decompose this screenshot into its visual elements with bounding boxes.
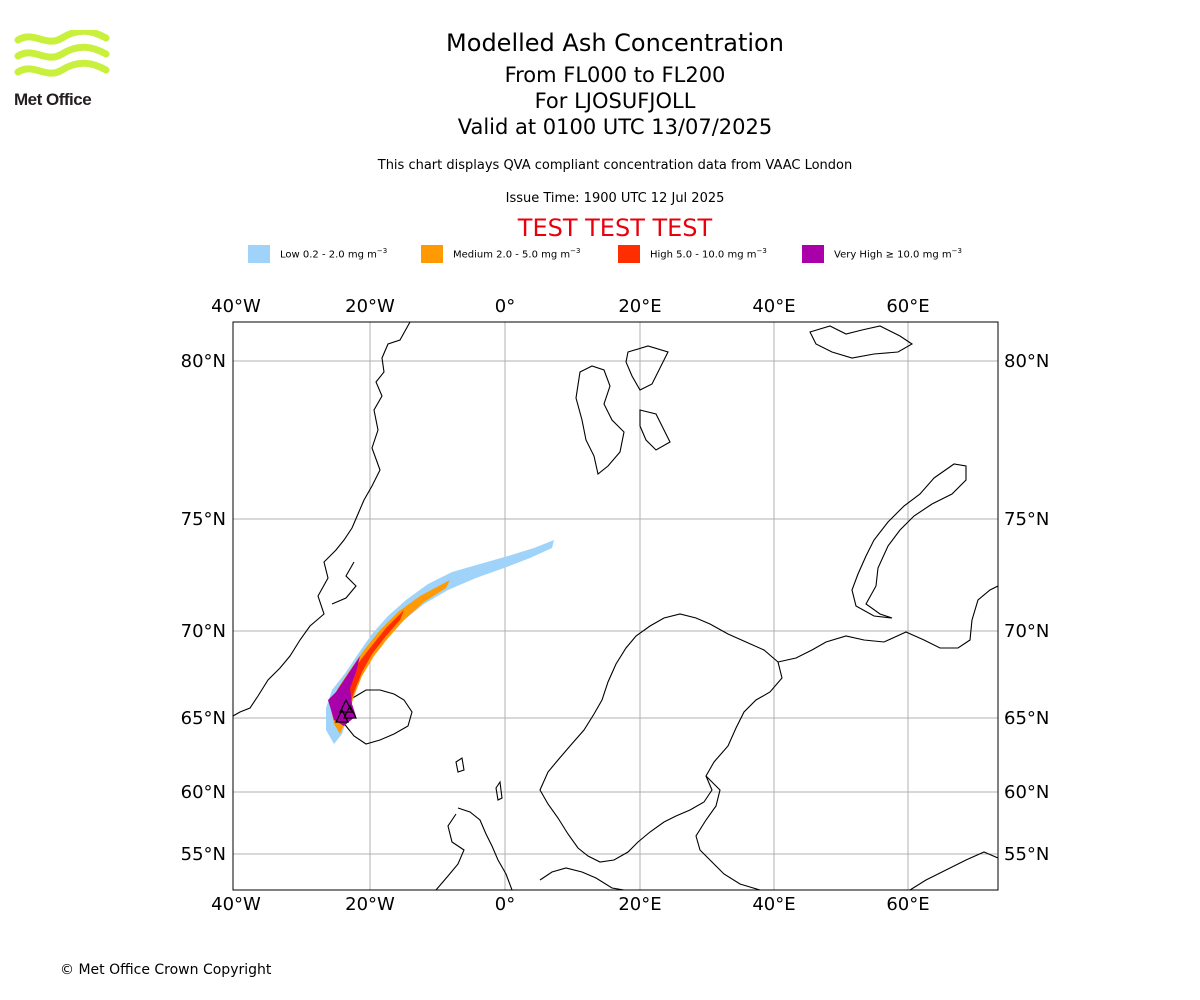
lat-label-left: 55°N (181, 844, 226, 865)
coastlines (232, 321, 999, 891)
lat-label-left: 80°N (181, 351, 226, 372)
lon-label-top: 20°W (345, 296, 395, 317)
lon-label-bottom: 40°E (752, 894, 795, 915)
lat-label-right: 75°N (1004, 509, 1049, 530)
lon-label-top: 20°E (618, 296, 661, 317)
legend-swatch-low (248, 245, 270, 263)
issue-time: Issue Time: 1900 UTC 12 Jul 2025 (505, 191, 725, 206)
valid-time: Valid at 0100 UTC 13/07/2025 (457, 115, 773, 139)
lon-label-bottom: 20°E (618, 894, 661, 915)
legend-swatch-medium (421, 245, 443, 263)
lat-labels-left: 80°N 75°N 70°N 65°N 60°N 55°N (181, 351, 226, 865)
lat-label-left: 75°N (181, 509, 226, 530)
legend-label-medium: Medium 2.0 - 5.0 mg m−3 (453, 247, 581, 261)
lon-label-bottom: 60°E (886, 894, 929, 915)
lat-label-right: 65°N (1004, 708, 1049, 729)
legend-swatch-very-high (802, 245, 824, 263)
flight-level-range: From FL000 to FL200 (504, 63, 726, 87)
lon-label-bottom: 0° (495, 894, 515, 915)
legend-label-low: Low 0.2 - 2.0 mg m−3 (280, 247, 388, 261)
lat-labels-right: 80°N 75°N 70°N 65°N 60°N 55°N (1004, 351, 1049, 865)
volcano-name: For LJOSUFJOLL (534, 89, 696, 113)
lon-labels-top: 40°W 20°W 0° 20°E 40°E 60°E (211, 296, 929, 317)
lon-label-bottom: 20°W (345, 894, 395, 915)
chart-subtitle: From FL000 to FL200 For LJOSUFJOLL Valid… (0, 62, 1200, 140)
lon-labels-bottom: 40°W 20°W 0° 20°E 40°E 60°E (211, 894, 929, 915)
met-office-wave-icon (14, 30, 110, 77)
legend-label-very-high: Very High ≥ 10.0 mg m−3 (834, 247, 962, 261)
map-frame (232, 321, 999, 891)
legend: Low 0.2 - 2.0 mg m−3 Medium 2.0 - 5.0 mg… (0, 244, 1200, 264)
copyright-text: © Met Office Crown Copyright (60, 962, 272, 978)
lon-label-top: 0° (495, 296, 515, 317)
legend-item-medium: Medium 2.0 - 5.0 mg m−3 (421, 244, 580, 264)
lat-label-left: 60°N (181, 782, 226, 803)
description-text: This chart displays QVA compliant concen… (377, 158, 853, 173)
graticule (233, 322, 998, 890)
met-office-logo-text: Met Office (14, 90, 92, 109)
lat-label-left: 65°N (181, 708, 226, 729)
map-area: 40°W 20°W 0° 20°E 40°E 60°E 40°W 20°W 0°… (0, 290, 1200, 930)
lon-label-top: 40°W (211, 296, 261, 317)
lat-label-right: 70°N (1004, 621, 1049, 642)
legend-label-high: High 5.0 - 10.0 mg m−3 (650, 247, 767, 261)
test-banner: TEST TEST TEST (517, 214, 713, 242)
lon-label-bottom: 40°W (211, 894, 261, 915)
legend-item-low: Low 0.2 - 2.0 mg m−3 (248, 244, 387, 264)
chart-title: Modelled Ash Concentration (446, 29, 784, 57)
volcano-marker-icon (335, 698, 357, 723)
lat-label-right: 80°N (1004, 351, 1049, 372)
met-office-logo: Met Office (14, 30, 110, 112)
legend-swatch-high (618, 245, 640, 263)
lat-label-right: 55°N (1004, 844, 1049, 865)
lon-label-top: 40°E (752, 296, 795, 317)
lon-label-top: 60°E (886, 296, 929, 317)
legend-item-very-high: Very High ≥ 10.0 mg m−3 (802, 244, 962, 264)
legend-item-high: High 5.0 - 10.0 mg m−3 (618, 244, 767, 264)
lat-label-left: 70°N (181, 621, 226, 642)
map-svg: 40°W 20°W 0° 20°E 40°E 60°E 40°W 20°W 0°… (181, 296, 1050, 915)
lat-label-right: 60°N (1004, 782, 1049, 803)
ash-plume (326, 540, 554, 744)
